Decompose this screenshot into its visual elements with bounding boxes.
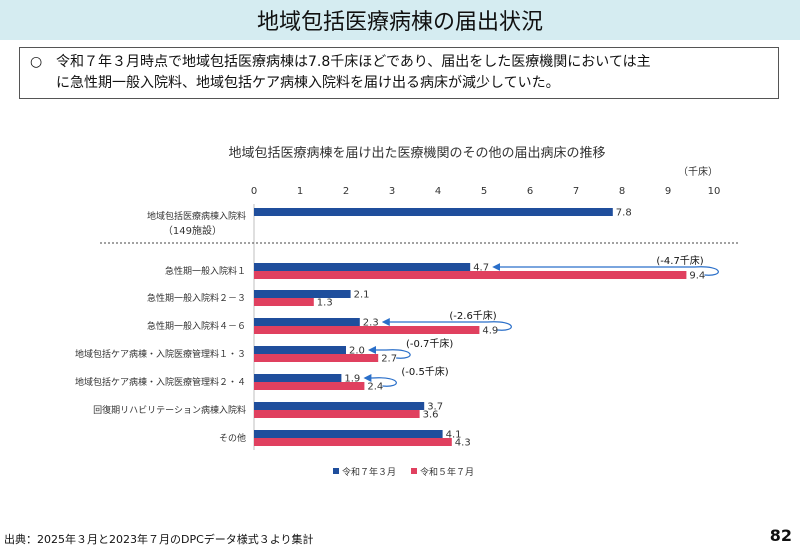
- footer-source: 出典：2025年３月と2023年７月のDPCデータ様式３より集計: [4, 533, 314, 546]
- change-annotation: (-0.7千床): [406, 337, 453, 350]
- bar-r7-march: [254, 290, 351, 298]
- bar-r7-march: [254, 208, 613, 216]
- x-tick-label: 6: [527, 186, 533, 197]
- legend-swatch-r5: [411, 468, 417, 474]
- category-label: 地域包括ケア病棟・入院医療管理料２・４: [75, 376, 246, 388]
- summary-text-1: 令和７年３月時点で地域包括医療病棟は7.8千床ほどであり、届出をした医療機関にお…: [56, 54, 651, 70]
- chart-unit-label: （千床）: [678, 165, 718, 178]
- x-tick-label: 7: [573, 186, 579, 197]
- category-label: 地域包括ケア病棟・入院医療管理料１・３: [75, 348, 246, 360]
- change-annotation: (-4.7千床): [656, 254, 703, 267]
- change-annotation: (-2.6千床): [449, 309, 496, 322]
- change-annotation: (-0.5千床): [401, 365, 448, 378]
- bar-r7-march: [254, 318, 360, 326]
- bar-r5-july: [254, 438, 452, 446]
- bar-r5-july: [254, 382, 365, 390]
- summary-bullet: ○: [30, 54, 43, 70]
- data-label: 2.0: [349, 346, 365, 357]
- data-label: 1.9: [344, 374, 360, 385]
- x-tick-label: 1: [297, 186, 303, 197]
- bar-r5-july: [254, 271, 687, 279]
- x-tick-label: 4: [435, 186, 441, 197]
- data-label: 4.9: [482, 326, 498, 337]
- bar-r5-july: [254, 354, 379, 362]
- legend-label-r5: 令和５年７月: [420, 466, 474, 478]
- bar-r5-july: [254, 298, 314, 306]
- page-number: 82: [769, 526, 792, 545]
- data-label: 7.8: [616, 208, 632, 219]
- data-label: 2.4: [367, 382, 383, 393]
- x-tick-label: 3: [389, 186, 395, 197]
- change-arrow: [381, 318, 512, 331]
- page-title: 地域包括医療病棟の届出状況: [256, 10, 543, 35]
- summary-line-2: に急性期一般入院料、地域包括ケア病棟入院料を届け出る病床が減少していた。: [56, 75, 560, 91]
- x-tick-label: 8: [619, 186, 625, 197]
- x-tick-label: 2: [343, 186, 349, 197]
- data-label: 1.3: [317, 298, 333, 309]
- category-sublabel: （149施設）: [163, 224, 222, 237]
- category-label: 地域包括医療病棟入院料: [147, 210, 246, 222]
- bar-r7-march: [254, 430, 443, 438]
- category-label: 急性期一般入院料２－３: [147, 292, 246, 304]
- data-label: 4.7: [473, 263, 489, 274]
- data-label: 9.4: [689, 271, 705, 282]
- x-tick-label: 10: [708, 186, 721, 197]
- bar-r5-july: [254, 326, 480, 334]
- title-bar: 地域包括医療病棟の届出状況: [0, 0, 800, 40]
- bar-chart: 地域包括医療病棟を届け出た医療機関のその他の届出病床の推移 （千床） 0 1 2 3 4…: [75, 146, 740, 478]
- data-label: 3.7: [427, 402, 443, 413]
- data-label: 4.1: [446, 430, 462, 441]
- data-label: 2.1: [354, 290, 370, 301]
- change-arrow: [492, 263, 719, 276]
- bar-r7-march: [254, 374, 342, 382]
- change-arrow: [368, 346, 411, 359]
- bar-r7-march: [254, 263, 471, 271]
- data-label: 2.7: [381, 354, 397, 365]
- data-label: 4.3: [455, 438, 471, 449]
- legend-label-r7: 令和７年３月: [342, 466, 396, 478]
- bar-r7-march: [254, 402, 425, 410]
- category-label: 回復期リハビリテーション病棟入院料: [93, 404, 246, 416]
- summary-line-1: ○ 令和７年３月時点で地域包括医療病棟は7.8千床ほどであり、届出をした医療機関に…: [30, 52, 768, 73]
- x-tick-label: 0: [251, 186, 257, 197]
- category-label: 急性期一般入院料４－６: [147, 320, 246, 332]
- category-label: 急性期一般入院料１: [165, 265, 246, 277]
- bar-r7-march: [254, 346, 346, 354]
- x-tick-label: 9: [665, 186, 671, 197]
- data-label: 2.3: [363, 318, 379, 329]
- change-arrow: [363, 374, 397, 387]
- bar-r5-july: [254, 410, 420, 418]
- chart-title: 地域包括医療病棟を届け出た医療機関のその他の届出病床の推移: [228, 146, 605, 161]
- data-label: 3.6: [423, 410, 439, 421]
- summary-box: ○ 令和７年３月時点で地域包括医療病棟は7.8千床ほどであり、届出をした医療機関に…: [19, 47, 779, 99]
- category-label: その他: [219, 432, 246, 444]
- x-tick-label: 5: [481, 186, 487, 197]
- legend-swatch-r7: [333, 468, 339, 474]
